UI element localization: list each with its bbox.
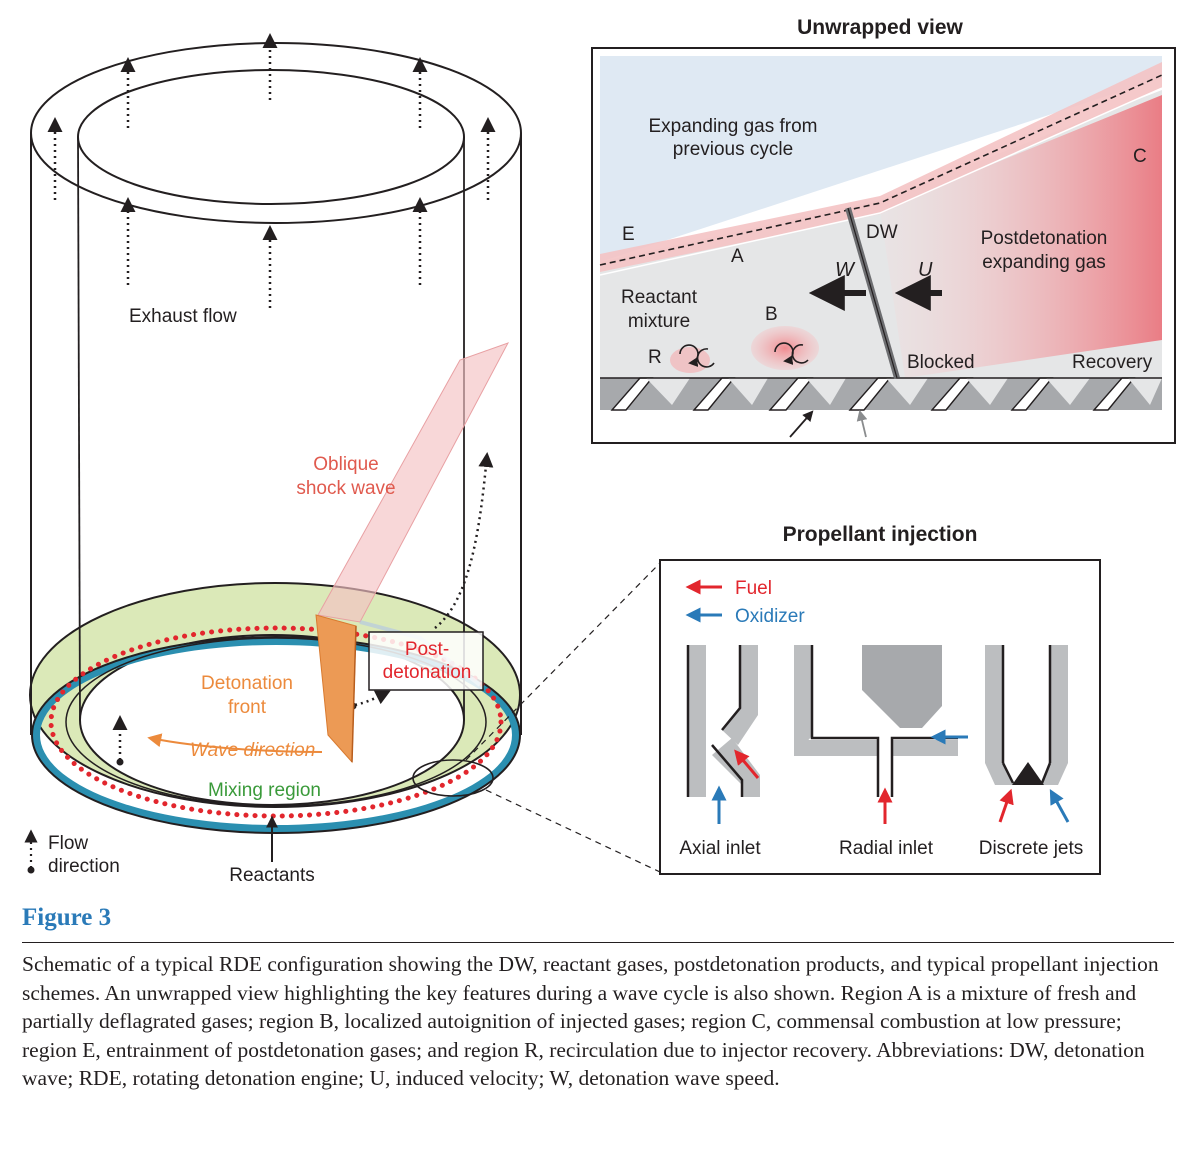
flow-direction-label-2: direction xyxy=(48,856,120,877)
inlet-label-radial: Radial inlet xyxy=(839,838,934,859)
propellant-injection-frame xyxy=(659,559,1101,875)
region-r-label: R xyxy=(648,347,662,368)
reactant-mixture-label: Reactant xyxy=(621,287,698,308)
region-b-label: B xyxy=(765,304,778,325)
mixing-annulus xyxy=(28,582,522,808)
post-detonation-label: Post- xyxy=(405,639,449,660)
axial-inlet-diagram xyxy=(686,645,760,824)
dw-label: DW xyxy=(866,222,898,243)
region-e-label: E xyxy=(622,224,635,245)
w-label: W xyxy=(835,259,856,281)
recovery-label: Recovery xyxy=(1072,352,1153,373)
post-detonation-box xyxy=(368,631,484,691)
post-detonation-label-2: detonation xyxy=(383,662,472,683)
figure-caption: Schematic of a typical RDE configuration… xyxy=(22,952,1159,1091)
postdetonation-label-2: expanding gas xyxy=(982,252,1106,273)
blocked-label: Blocked xyxy=(907,352,975,373)
reactants-label: Reactants xyxy=(229,865,315,886)
injector-ring xyxy=(48,625,504,819)
oblique-shock-sheet xyxy=(317,342,510,623)
postdetonation-label: Postdetonation xyxy=(981,228,1108,249)
wave-direction-label: Wave direction xyxy=(190,740,315,761)
reactant-mixture-label-2: mixture xyxy=(628,311,690,332)
legend-oxidizer: Oxidizer xyxy=(735,606,805,627)
region-c-label: C xyxy=(1133,146,1147,167)
detonation-front xyxy=(315,614,357,764)
flow-direction-label: Flow xyxy=(48,833,88,854)
u-label: U xyxy=(918,259,933,281)
expanding-gas-label-2: previous cycle xyxy=(673,139,793,160)
unwrapped-view: Unwrapped view xyxy=(591,16,1176,444)
inlet-label-axial: Axial inlet xyxy=(679,838,761,859)
caption-rule xyxy=(22,942,1174,943)
wave-direction-arrow xyxy=(147,733,323,753)
exhaust-arrows xyxy=(47,33,496,760)
figure-title: Figure 3 xyxy=(22,904,112,931)
inner-cylinder-top xyxy=(77,69,465,205)
propellant-injection-title: Propellant injection xyxy=(783,523,978,546)
mixing-region-label: Mixing region xyxy=(208,780,321,801)
detonation-front-label-2: front xyxy=(228,697,267,718)
region-a-label: A xyxy=(731,246,744,267)
radial-inlet-diagram xyxy=(794,645,968,824)
oblique-shock-label-2: shock wave xyxy=(296,478,395,499)
discrete-jets-diagram xyxy=(985,645,1070,823)
unwrapped-view-title: Unwrapped view xyxy=(797,16,963,39)
exhaust-flow-label: Exhaust flow xyxy=(129,306,237,327)
engine-drawing: Exhaust flow Oblique shock wave Post- de… xyxy=(24,33,661,886)
injector-highlight xyxy=(412,759,494,797)
detonation-front-label: Detonation xyxy=(201,673,293,694)
region-e-band xyxy=(600,62,1162,272)
expanding-gas-label: Expanding gas from xyxy=(649,116,818,137)
oblique-shock-label: Oblique xyxy=(313,454,379,475)
propellant-injection: Propellant injection Fuel Oxidizer xyxy=(659,523,1101,875)
legend-fuel: Fuel xyxy=(735,578,772,599)
rde-schematic: Exhaust flow Oblique shock wave Post- de… xyxy=(24,16,1176,886)
inlet-label-discrete: Discrete jets xyxy=(979,838,1084,859)
